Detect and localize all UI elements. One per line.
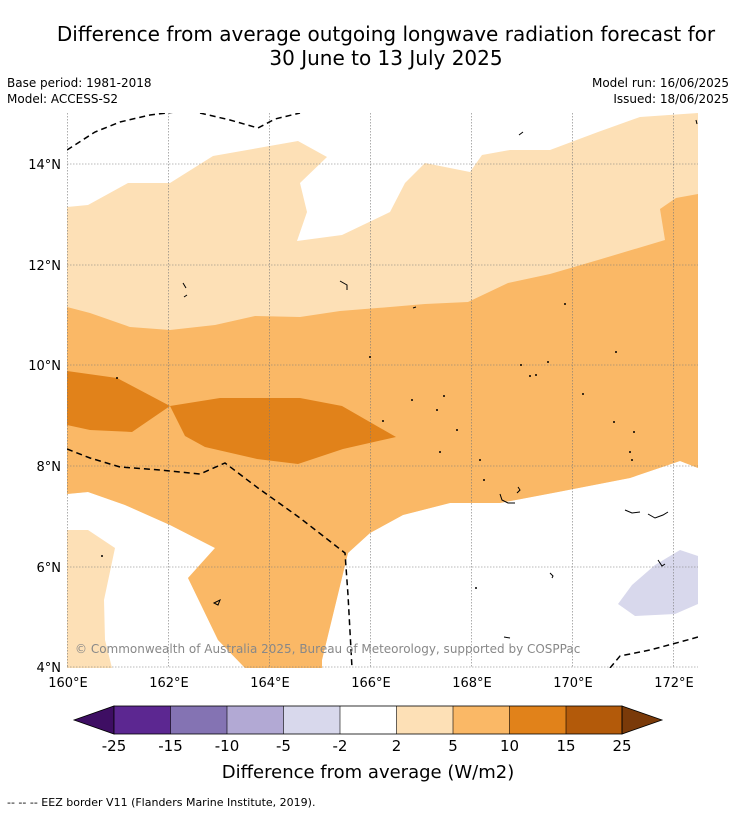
- colorbar-swatch-3: [227, 706, 284, 734]
- x-tick-170e: 170°E: [553, 676, 593, 691]
- colorbar-swatch-6: [396, 706, 453, 734]
- meta-right: Model run: 16/06/2025 Issued: 18/06/2025: [592, 75, 729, 107]
- anomaly-2-5-region-south: [67, 530, 115, 668]
- colorbar-tick-3: -10: [215, 737, 240, 755]
- colorbar-tick-6: 2: [392, 737, 402, 755]
- eez-borders: [67, 113, 698, 668]
- x-axis-labels: 160°E 162°E 164°E 166°E 168°E 170°E 172°…: [48, 676, 694, 691]
- copyright-notice: © Commonwealth of Australia 2025, Bureau…: [75, 642, 580, 656]
- colorbar-tick-7: 5: [448, 737, 458, 755]
- anomaly-neg-2-5-region: [618, 550, 698, 616]
- y-tick-6n: 6°N: [37, 561, 62, 576]
- colorbar-swatch-1: [114, 706, 171, 734]
- colorbar-frame: [113, 705, 623, 735]
- y-axis-labels: 14°N 12°N 10°N 8°N 6°N 4°N: [28, 158, 61, 676]
- colorbar-dividers: [170, 706, 567, 734]
- base-period: Base period: 1981-2018: [7, 76, 152, 90]
- colorbar-tick-9: 15: [556, 737, 575, 755]
- colorbar-label: Difference from average (W/m2): [222, 762, 514, 783]
- colorbar: -25 -15 -10 -5 -2 2 5 10 15 25 Differenc…: [72, 705, 664, 783]
- y-tick-14n: 14°N: [28, 158, 61, 173]
- y-tick-10n: 10°N: [28, 359, 61, 374]
- y-tick-12n: 12°N: [28, 259, 61, 274]
- y-tick-8n: 8°N: [37, 460, 62, 475]
- colorbar-swatch-7: [453, 706, 510, 734]
- colorbar-tick-4: -5: [276, 737, 291, 755]
- colorbar-swatch-4: [283, 706, 340, 734]
- title-line-2: 30 June to 13 July 2025: [269, 46, 503, 70]
- island-outlines: [182, 119, 698, 639]
- colorbar-tick-5: -2: [333, 737, 348, 755]
- colorbar-tick-8: 10: [500, 737, 519, 755]
- x-tick-164e: 164°E: [250, 676, 290, 691]
- map-area: © Commonwealth of Australia 2025, Bureau…: [67, 113, 698, 668]
- map-title: Difference from average outgoing longwav…: [0, 22, 736, 70]
- colorbar-extend-high: [621, 705, 664, 735]
- title-line-1: Difference from average outgoing longwav…: [56, 22, 716, 46]
- eez-legend: -- -- -- EEZ border V11 (Flanders Marine…: [7, 796, 316, 809]
- colorbar-tick-2: -15: [158, 737, 183, 755]
- colorbar-tick-10: 25: [612, 737, 631, 755]
- x-tick-166e: 166°E: [351, 676, 391, 691]
- map-gridlines: [67, 113, 698, 668]
- colorbar-swatch-5: [340, 706, 397, 734]
- model-name: Model: ACCESS-S2: [7, 92, 119, 106]
- colorbar-tick-1: -25: [102, 737, 127, 755]
- island-dots: [101, 303, 635, 589]
- colorbar-swatch-2: [170, 706, 227, 734]
- colorbar-swatch-8: [509, 706, 566, 734]
- model-run: Model run: 16/06/2025: [591, 76, 729, 90]
- colorbar-ticks: -25 -15 -10 -5 -2 2 5 10 15 25: [102, 737, 632, 755]
- issued-date: Issued: 18/06/2025: [613, 92, 729, 106]
- x-tick-162e: 162°E: [149, 676, 189, 691]
- x-tick-172e: 172°E: [654, 676, 694, 691]
- colorbar-extend-low: [72, 705, 115, 735]
- anomaly-10-15-region-central: [170, 398, 396, 464]
- colorbar-swatch-9: [566, 706, 622, 734]
- meta-left: Base period: 1981-2018 Model: ACCESS-S2: [7, 75, 152, 107]
- x-tick-168e: 168°E: [452, 676, 492, 691]
- x-tick-160e: 160°E: [48, 676, 88, 691]
- near-average-region-east: [395, 515, 698, 668]
- y-tick-4n: 4°N: [37, 661, 62, 676]
- anomaly-10-15-region-west: [67, 371, 170, 432]
